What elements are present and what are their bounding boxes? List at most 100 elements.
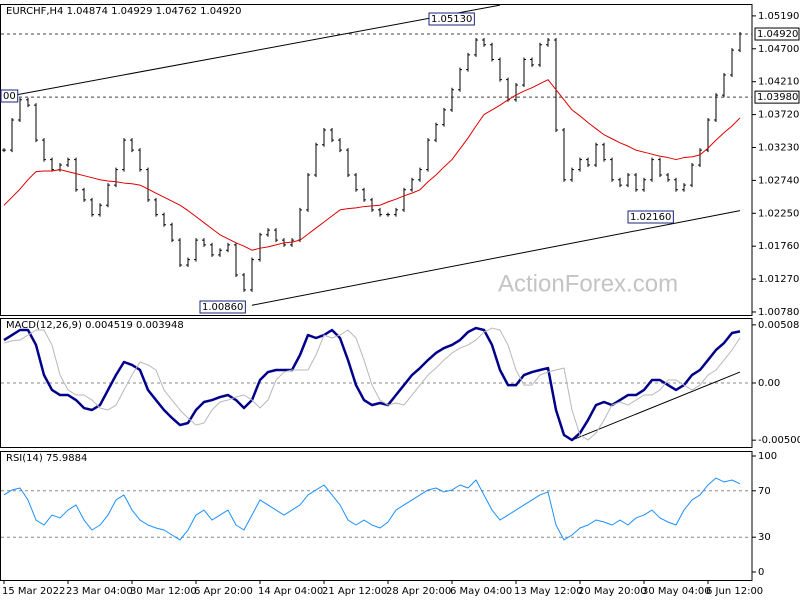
price-bar — [570, 167, 574, 182]
series-line — [3, 477, 741, 541]
price-bar — [394, 207, 398, 217]
price-bar — [650, 157, 654, 182]
price-bar — [386, 212, 390, 217]
price-bar — [202, 238, 206, 247]
y-tick-label: 0 — [758, 567, 764, 578]
series-line — [3, 327, 741, 441]
panel-title: MACD(12,26,9) 0.004519 0.003948 — [6, 320, 184, 331]
price-bar — [114, 167, 118, 188]
price-bar — [186, 257, 190, 267]
price-bar — [178, 238, 182, 267]
price-bar — [226, 242, 230, 253]
price-bar — [730, 48, 734, 77]
price-bar — [610, 157, 614, 182]
price-bar — [514, 83, 518, 102]
y-tick-label: 30 — [758, 532, 771, 543]
x-tick-label: 6 Apr 20:00 — [194, 586, 253, 597]
y-tick-label: 1.04210 — [758, 77, 799, 88]
price-bar — [322, 128, 326, 147]
price-bar — [370, 197, 374, 212]
price-bar — [674, 177, 678, 192]
panel-title: RSI(14) 75.9884 — [6, 453, 87, 464]
price-bar — [498, 57, 502, 82]
price-bar — [554, 38, 558, 133]
price-bar — [602, 142, 606, 162]
price-bar — [210, 242, 214, 257]
price-bar — [634, 173, 638, 192]
price-bar — [642, 177, 646, 192]
price-bar — [618, 177, 622, 188]
price-bar — [466, 52, 470, 72]
y-tick-label: 1.01270 — [758, 274, 799, 285]
price-bar — [2, 148, 6, 153]
price-bar — [450, 87, 454, 112]
y-tick-label: 1.02250 — [758, 208, 799, 219]
price-bar — [234, 242, 238, 278]
price-bar — [738, 32, 742, 53]
price-bar — [106, 183, 110, 208]
price-bar — [474, 38, 478, 57]
watermark: ActionForex.com — [498, 270, 678, 297]
price-bar — [594, 142, 598, 167]
x-tick-label: 28 Apr 20:00 — [386, 586, 451, 597]
price-bar — [18, 97, 22, 122]
price-bar — [82, 187, 86, 202]
price-label-box — [754, 90, 800, 104]
price-bar — [546, 38, 550, 47]
price-bar — [418, 167, 422, 182]
price-bar — [90, 197, 94, 217]
annotation-box — [627, 210, 674, 224]
annotation-label: 00 — [3, 91, 16, 102]
price-bar — [482, 38, 486, 47]
x-tick-label: 15 Mar 2022 — [2, 586, 65, 597]
annotation-box — [199, 300, 246, 314]
x-tick-label: 21 Apr 12:00 — [322, 586, 387, 597]
price-bar — [378, 207, 382, 217]
price-bar — [50, 157, 54, 172]
y-tick-label: 1.01760 — [758, 241, 799, 252]
price-bar — [690, 162, 694, 188]
price-bar — [722, 72, 726, 98]
price-bar — [714, 93, 718, 122]
price-bar — [410, 177, 414, 192]
price-bar — [698, 148, 702, 167]
series-line — [3, 326, 741, 442]
x-tick-label: 6 Jun 12:00 — [706, 586, 763, 597]
y-tick-label: 1.03230 — [758, 142, 799, 153]
price-bar — [306, 173, 310, 212]
price-bar — [146, 167, 150, 202]
price-bar — [250, 257, 254, 292]
price-bar — [66, 157, 70, 167]
annotation-label: 1.02160 — [630, 212, 671, 223]
panel-frame — [0, 4, 753, 316]
price-bar — [338, 138, 342, 153]
x-tick-label: 30 May 04:00 — [642, 586, 711, 597]
price-bar — [562, 128, 566, 182]
price-bar — [242, 273, 246, 292]
x-tick-label: 14 Apr 04:00 — [258, 586, 323, 597]
panel-title: EURCHF,H4 1.04874 1.04929 1.04762 1.0492… — [6, 6, 242, 17]
price-bar — [578, 157, 582, 172]
y-tick-label: 100 — [758, 451, 777, 462]
y-tick-label: 0.005089 — [758, 320, 800, 331]
y-tick-label: -0.005002 — [758, 435, 800, 446]
price-bar — [162, 212, 166, 227]
price-bar — [402, 187, 406, 212]
price-bar — [218, 248, 222, 257]
price-bar — [434, 122, 438, 143]
price-bar — [354, 173, 358, 192]
y-tick-label: 1.03720 — [758, 110, 799, 121]
price-bar — [314, 142, 318, 178]
price-label-box — [754, 27, 800, 41]
price-bar — [34, 103, 38, 143]
series-line — [3, 79, 741, 251]
price-bar — [586, 157, 590, 167]
x-tick-label: 30 Mar 12:00 — [130, 586, 197, 597]
price-bar — [506, 77, 510, 102]
price-bar — [154, 197, 158, 217]
annotation-label: 1.00860 — [202, 302, 243, 313]
price-bar — [10, 117, 14, 153]
y-tick-label: 70 — [758, 486, 771, 497]
trend-line — [571, 371, 741, 441]
